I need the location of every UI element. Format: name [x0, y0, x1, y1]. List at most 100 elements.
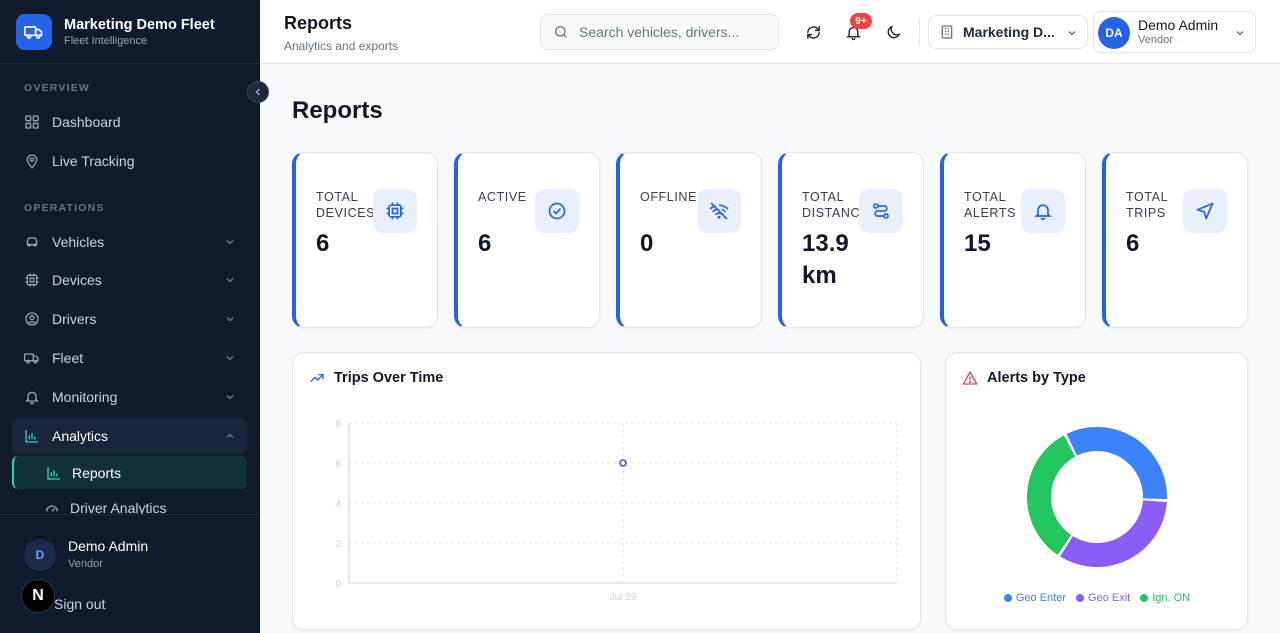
stat-value: 6: [316, 230, 330, 257]
panel-title: Alerts by Type: [962, 370, 1086, 386]
donut-slice: [1027, 435, 1076, 555]
user-name: Demo Admin: [68, 538, 149, 554]
legend-item: Geo Exit: [1076, 592, 1130, 604]
organization-select[interactable]: Marketing D...: [928, 15, 1088, 49]
sidebar-item-label: Live Tracking: [52, 153, 135, 169]
navigation-icon: [1196, 202, 1214, 220]
sidebar-item-label: Dashboard: [52, 114, 121, 130]
sign-out-button[interactable]: Sign out: [54, 596, 106, 612]
alerts-donut-chart: [1027, 427, 1167, 567]
theme-toggle-button[interactable]: [881, 20, 905, 44]
stat-label: TOTAL DISTANCE: [802, 190, 870, 220]
stat-card-total-devices: TOTAL DEVICES 6: [292, 152, 438, 328]
trips-over-time-panel: Trips Over Time 0 2 4 6 8 Jul 29: [292, 352, 921, 630]
car-icon: [26, 237, 38, 247]
sidebar-item-fleet[interactable]: Fleet: [12, 340, 247, 376]
sidebar-subitem-label: Driver Analytics: [70, 499, 167, 516]
dev-tools-badge[interactable]: N: [21, 579, 55, 613]
sidebar-item-live-tracking[interactable]: Live Tracking: [12, 143, 247, 179]
user-role: Vendor: [68, 558, 103, 570]
stat-label: ACTIVE: [478, 190, 527, 204]
page-title: Reports: [284, 13, 353, 33]
sidebar-item-analytics[interactable]: Analytics: [12, 418, 247, 454]
section-label-operations: OPERATIONS: [24, 202, 105, 214]
truck-icon: [24, 353, 39, 364]
user-circle-icon: [25, 312, 39, 326]
donut-slice: [1066, 427, 1167, 500]
panel-title: Trips Over Time: [309, 370, 443, 386]
profile-name: Demo Admin: [1138, 17, 1219, 33]
sidebar-item-drivers[interactable]: Drivers: [12, 301, 247, 337]
bell-icon: [1034, 204, 1052, 221]
chevron-down-icon: [226, 316, 234, 322]
topbar: Reports Analytics and exports 9+ Marketi…: [260, 0, 1280, 64]
wifi-off-icon: [709, 202, 729, 220]
gauge-icon: [46, 504, 58, 512]
profile-menu[interactable]: DA Demo Admin Vendor: [1093, 11, 1256, 53]
sidebar-collapse-button[interactable]: [247, 81, 269, 103]
stat-value: 0: [640, 230, 654, 257]
divider: [919, 18, 920, 46]
sidebar-item-dashboard[interactable]: Dashboard: [12, 104, 247, 140]
page-subtitle: Analytics and exports: [284, 39, 399, 53]
donut-slice: [1060, 500, 1167, 567]
chevron-down-icon: [1068, 30, 1076, 36]
route-icon: [873, 203, 889, 219]
legend-swatch: [1140, 594, 1149, 602]
legend-item: Ign. ON: [1140, 592, 1190, 604]
panel-title-text: Trips Over Time: [334, 370, 444, 386]
sidebar-item-label: Monitoring: [52, 389, 118, 405]
chevron-down-icon: [1236, 30, 1244, 36]
sidebar-subitem-reports[interactable]: Reports: [12, 456, 247, 489]
y-tick-label: 4: [335, 499, 341, 510]
stat-value: 6: [1126, 230, 1140, 257]
y-tick-label: 8: [335, 419, 341, 430]
sidebar-subitem-driver-analytics[interactable]: Driver Analytics: [12, 491, 247, 524]
sidebar-item-devices[interactable]: Devices: [12, 262, 247, 298]
search-box[interactable]: [540, 14, 779, 50]
sidebar: Marketing Demo Fleet Fleet Intelligence …: [0, 0, 260, 633]
bell-icon: [25, 391, 39, 405]
chevron-down-icon: [226, 277, 234, 283]
sidebar-item-label: Vehicles: [52, 234, 105, 250]
stat-label: TOTAL ALERTS: [964, 190, 1017, 220]
legend-label: Geo Exit: [1088, 592, 1131, 604]
y-tick-label: 6: [335, 459, 341, 470]
brand-subtitle: Fleet Intelligence: [64, 34, 148, 47]
brand-title: Marketing Demo Fleet: [64, 16, 215, 33]
legend-label: Ign. ON: [1152, 592, 1191, 604]
bar-chart-icon: [47, 466, 60, 480]
data-point: [619, 459, 627, 467]
trending-up-icon: [310, 374, 324, 382]
stat-label: TOTAL DEVICES: [316, 190, 376, 220]
y-tick-label: 0: [335, 579, 341, 590]
chart-legend: Geo Enter Geo Exit Ign. ON: [946, 592, 1248, 604]
chevron-left-icon: [255, 88, 261, 96]
legend-swatch: [1076, 594, 1085, 602]
sidebar-item-label: Fleet: [52, 350, 84, 366]
x-tick-label: Jul 29: [610, 592, 637, 603]
stat-value: 13.9 km: [802, 230, 849, 289]
sidebar-footer: D Demo Admin Vendor Sign out N: [0, 514, 260, 633]
organization-name: Marketing D...: [963, 24, 1055, 40]
refresh-icon: [806, 25, 820, 39]
chevron-down-icon: [226, 355, 234, 361]
chevron-down-icon: [226, 394, 234, 400]
search-input[interactable]: [579, 24, 769, 40]
sidebar-item-monitoring[interactable]: Monitoring: [12, 379, 247, 415]
stat-card-total-distance: TOTAL DISTANCE 13.9 km: [778, 152, 924, 328]
stat-card-offline: OFFLINE 0: [616, 152, 762, 328]
panel-title-text: Alerts by Type: [987, 370, 1086, 386]
sidebar-item-vehicles[interactable]: Vehicles: [12, 224, 247, 260]
brand[interactable]: Marketing Demo Fleet Fleet Intelligence: [0, 0, 260, 64]
refresh-button[interactable]: [801, 20, 825, 44]
check-circle-icon: [548, 202, 566, 220]
trips-line-chart: 0 2 4 6 8 Jul 29: [335, 419, 898, 603]
sidebar-subitem-label: Reports: [72, 464, 122, 481]
chip-icon: [25, 273, 39, 287]
y-tick-label: 2: [335, 539, 341, 550]
stat-card-total-trips: TOTAL TRIPS 6: [1102, 152, 1248, 328]
stat-label: TOTAL TRIPS: [1126, 190, 1168, 220]
avatar: DA: [1098, 17, 1130, 49]
building-icon: [941, 25, 953, 39]
